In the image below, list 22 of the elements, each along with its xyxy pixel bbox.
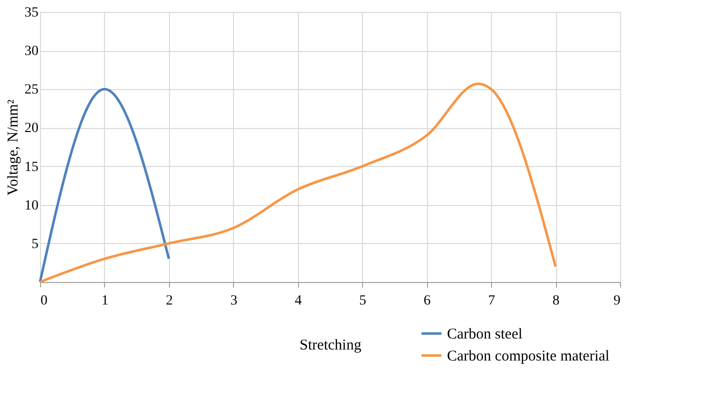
x-tick-label: 3 (230, 294, 238, 308)
y-tick-label: 30 (24, 44, 38, 60)
y-tick-label: 20 (24, 121, 38, 136)
line-series (38, 82, 557, 284)
x-tick-label: 7 (488, 294, 496, 308)
x-tick-label: 0 (40, 294, 48, 308)
x-tick-label: 4 (294, 294, 302, 308)
x-tick-label: 8 (552, 294, 560, 308)
y-tick-label: 5 (32, 236, 38, 252)
x-tick-label: 2 (166, 294, 173, 308)
y-tick-label: 25 (24, 82, 38, 98)
y-tick-label: 10 (24, 198, 38, 214)
x-tick-label: 1 (101, 294, 108, 308)
y-tick-label: 35 (24, 6, 38, 20)
x-tick-label: 9 (614, 294, 620, 308)
x-tick-label: 5 (359, 294, 366, 308)
x-axis-title: Stretching (300, 338, 362, 354)
legend-label: Carbon steel (447, 326, 522, 342)
x-tick-label: 6 (424, 294, 431, 308)
y-axis-title: Voltage, N/mm² (6, 99, 22, 196)
y-tick-label: 15 (24, 160, 38, 175)
legend-label: Carbon composite material (447, 348, 610, 364)
